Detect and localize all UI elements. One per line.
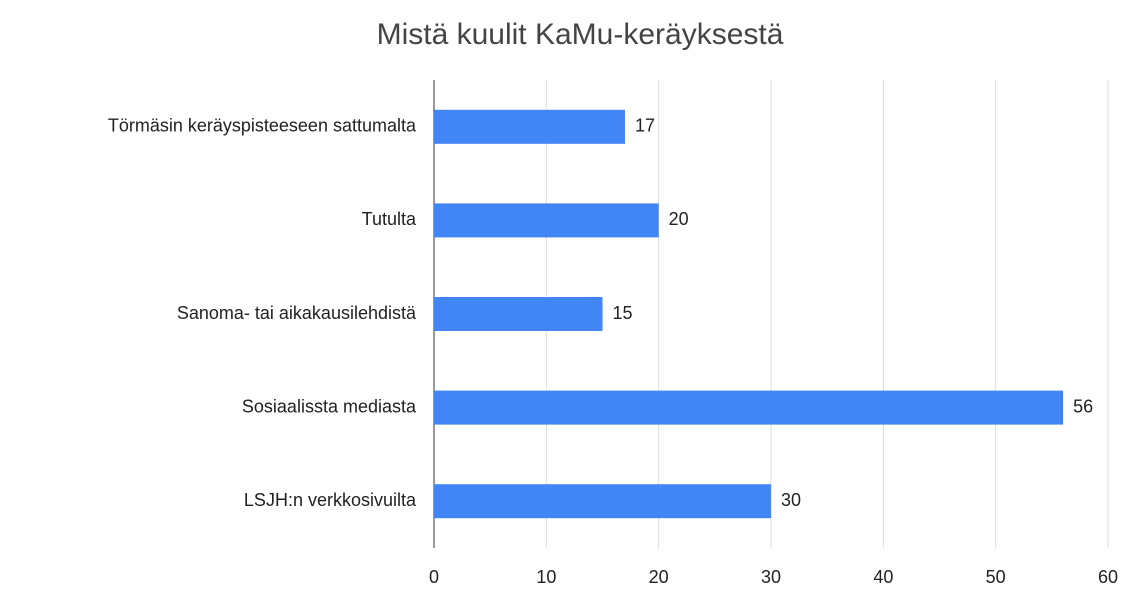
y-tick-label: Tutulta (362, 209, 417, 229)
y-tick-label: Sosiaalissta mediasta (242, 396, 417, 416)
bar (434, 390, 1064, 425)
data-label: 17 (635, 116, 655, 136)
y-tick-label: LSJH:n verkkosivuilta (244, 490, 417, 510)
data-label: 56 (1073, 396, 1093, 416)
x-tick-label: 20 (649, 567, 669, 587)
y-tick-label: Törmäsin keräyspisteeseen sattumalta (108, 116, 417, 136)
bar (434, 297, 603, 331)
bar (434, 109, 625, 144)
data-label: 30 (781, 490, 801, 510)
bar (434, 484, 771, 519)
x-tick-label: 50 (986, 567, 1006, 587)
bar (434, 203, 659, 238)
data-label: 20 (669, 209, 689, 229)
x-tick-label: 0 (429, 567, 439, 587)
x-tick-label: 40 (873, 567, 893, 587)
y-tick-label: Sanoma- tai aikakausilehdistä (177, 303, 417, 323)
chart-title: Mistä kuulit KaMu-keräyksestä (377, 18, 784, 51)
x-tick-label: 60 (1098, 567, 1118, 587)
x-tick-label: 30 (761, 567, 781, 587)
x-tick-label: 10 (536, 567, 556, 587)
data-label: 15 (613, 303, 633, 323)
